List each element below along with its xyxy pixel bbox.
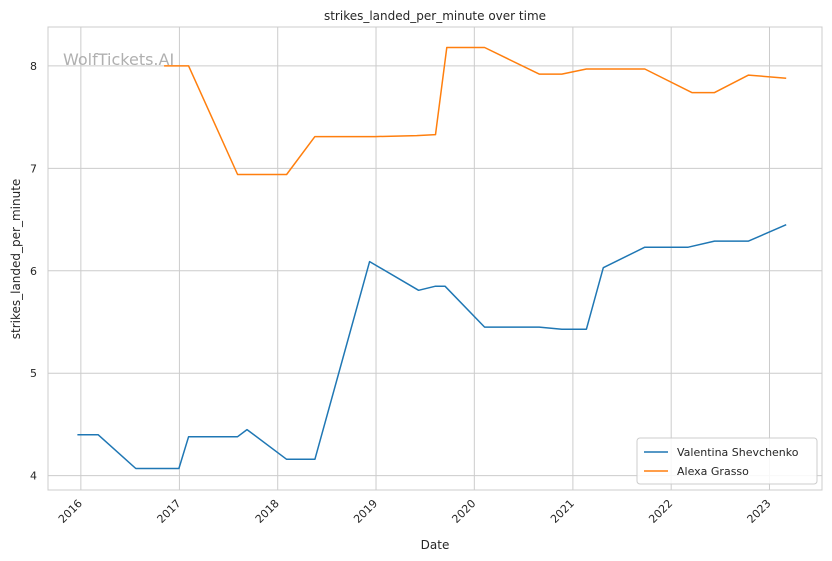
y-tick-label: 4 bbox=[30, 470, 37, 483]
x-tick-label: 2017 bbox=[155, 497, 184, 526]
x-axis-label: Date bbox=[421, 538, 450, 552]
legend-label-valentina: Valentina Shevchenko bbox=[677, 446, 799, 459]
y-tick-label: 7 bbox=[30, 162, 37, 175]
y-tick-label: 8 bbox=[30, 60, 37, 73]
series-line-alexa-grasso bbox=[164, 46, 787, 176]
x-tick-label: 2022 bbox=[646, 497, 675, 526]
y-axis-label: strikes_landed_per_minute bbox=[9, 179, 23, 340]
watermark-logo: WolfTickets.AI bbox=[63, 50, 174, 69]
chart-title: strikes_landed_per_minute over time bbox=[324, 9, 546, 23]
grid bbox=[48, 27, 822, 490]
x-tick-label: 2023 bbox=[745, 497, 774, 526]
y-axis-ticks: 4 5 6 7 8 bbox=[30, 60, 37, 483]
series-lines bbox=[77, 46, 787, 470]
x-tick-label: 2020 bbox=[449, 497, 478, 526]
x-tick-label: 2018 bbox=[253, 497, 282, 526]
plot-frame bbox=[47, 26, 823, 491]
y-tick-label: 5 bbox=[30, 367, 37, 380]
x-tick-label: 2021 bbox=[548, 497, 577, 526]
legend-label-alexa: Alexa Grasso bbox=[677, 465, 749, 478]
y-tick-label: 6 bbox=[30, 265, 37, 278]
x-axis-ticks: 2016 2017 2018 2019 2020 2021 2022 2023 bbox=[56, 497, 774, 526]
x-tick-label: 2019 bbox=[351, 497, 380, 526]
x-tick-label: 2016 bbox=[56, 497, 85, 526]
legend-box bbox=[636, 437, 818, 485]
legend: Valentina Shevchenko Alexa Grasso bbox=[636, 437, 818, 485]
series-line-valentina-shevchenko bbox=[77, 224, 787, 470]
